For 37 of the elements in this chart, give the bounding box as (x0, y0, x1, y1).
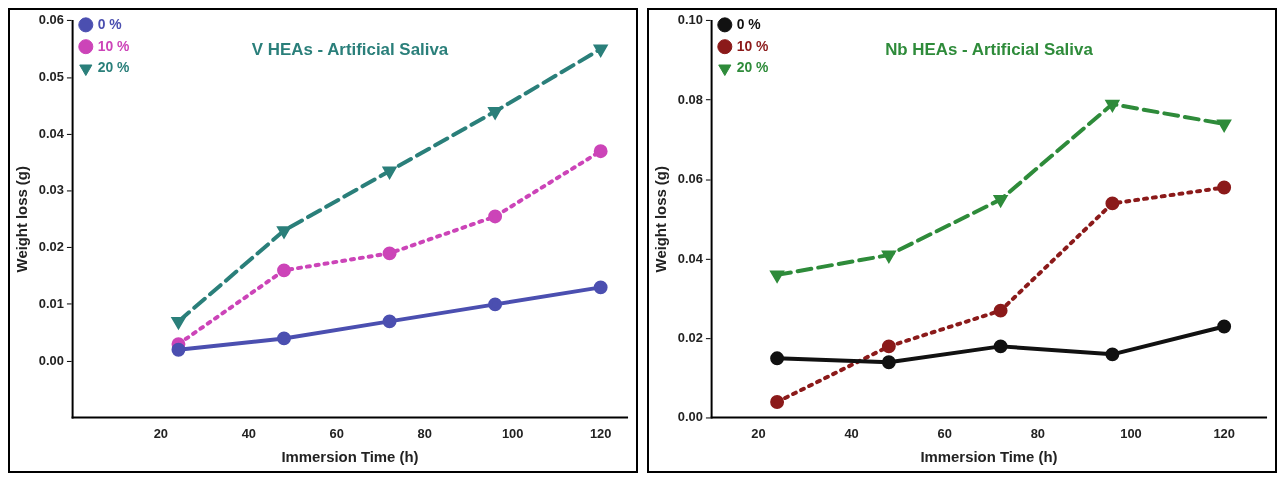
legend-label: 10 % (97, 37, 130, 54)
text: V HEAs - Artificial Saliva (251, 40, 449, 60)
x-tick-label: 40 (241, 426, 256, 442)
y-tick-label: 0.02 (677, 329, 703, 345)
x-axis-title: Immersion Time (h) (920, 449, 1058, 466)
legend-label: 0 % (736, 15, 761, 32)
x-tick-label: 100 (501, 426, 524, 442)
y-axis-title: Weight loss (g) (14, 166, 31, 273)
x-tick-label: 40 (844, 426, 859, 442)
y-tick-label: 0.01 (38, 295, 64, 311)
x-tick-label: 120 (589, 426, 612, 442)
x-tick-label: 120 (1213, 426, 1235, 442)
x-tick-label: 80 (1030, 426, 1046, 442)
y-tick-label: 0.03 (38, 182, 64, 198)
y-tick-label: 0.06 (677, 171, 703, 187)
x-tick-label: 80 (417, 426, 432, 442)
y-tick-label: 0.00 (38, 352, 64, 368)
x-axis-title: Immersion Time (h) (281, 449, 419, 466)
x-tick-label: 100 (1120, 426, 1142, 442)
text: Nb HEAs - Artificial Saliva (885, 40, 1094, 60)
legend-label: 20 % (736, 59, 769, 76)
x-tick-label: 20 (153, 426, 169, 442)
y-tick-label: 0.05 (38, 69, 64, 84)
y-tick-label: 0.04 (38, 125, 65, 141)
legend-label: 20 % (97, 59, 130, 76)
x-tick-label: 20 (751, 426, 766, 442)
y-tick-label: 0.08 (677, 91, 703, 107)
legend-label: 0 % (97, 15, 122, 32)
x-tick-label: 60 (329, 426, 344, 442)
legend-label: 10 % (736, 37, 769, 54)
y-tick-label: 0.10 (677, 12, 703, 28)
y-tick-label: 0.04 (677, 250, 704, 266)
y-axis-title: Weight loss (g) (653, 166, 670, 273)
y-tick-label: 0.06 (38, 12, 64, 28)
x-tick-label: 60 (937, 426, 952, 442)
y-tick-label: 0.02 (38, 239, 64, 255)
y-tick-label: 0.00 (677, 409, 703, 425)
